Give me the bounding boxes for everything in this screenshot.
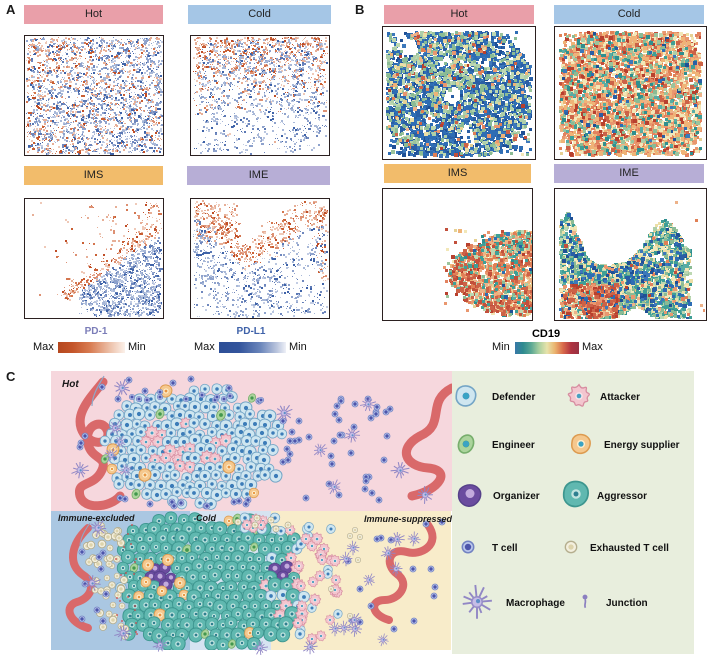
svg-text:T cell: T cell <box>492 543 518 554</box>
svg-text:Junction: Junction <box>606 598 648 609</box>
svg-text:Engineer: Engineer <box>492 440 535 451</box>
svg-text:Energy supplier: Energy supplier <box>604 440 680 451</box>
svg-text:Macrophage: Macrophage <box>506 598 565 609</box>
svg-text:Exhausted T cell: Exhausted T cell <box>590 543 669 554</box>
svg-text:Cold: Cold <box>196 513 216 523</box>
svg-text:Hot: Hot <box>62 379 79 390</box>
svg-text:Immune-suppressed: Immune-suppressed <box>364 514 453 524</box>
svg-text:Defender: Defender <box>492 392 535 403</box>
svg-text:Attacker: Attacker <box>600 392 640 403</box>
svg-text:Immune-excluded: Immune-excluded <box>58 513 135 523</box>
svg-text:Aggressor: Aggressor <box>597 491 647 502</box>
svg-text:Organizer: Organizer <box>493 491 540 502</box>
